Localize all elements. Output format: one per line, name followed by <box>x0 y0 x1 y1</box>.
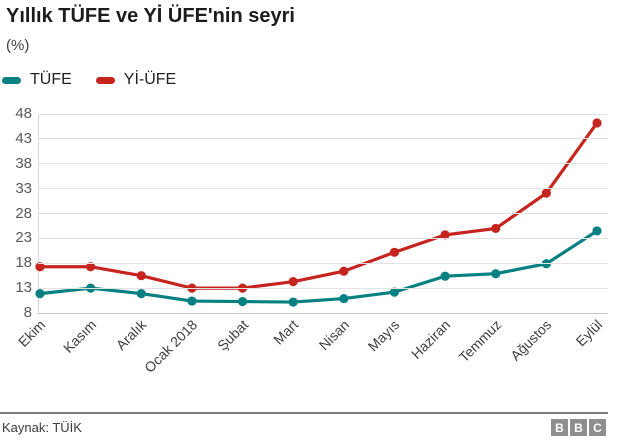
bbc-logo: B B C <box>551 419 606 436</box>
data-point <box>136 288 146 299</box>
data-point <box>339 293 349 304</box>
gridline <box>38 213 608 214</box>
gridline <box>38 287 608 289</box>
yiufe-line-swatch-icon <box>95 76 115 84</box>
bbc-logo-letter: C <box>589 419 606 436</box>
gridline <box>38 188 608 190</box>
bbc-logo-letter: B <box>551 419 568 436</box>
gridline <box>38 312 608 314</box>
y-axis-tick-label: 8 <box>23 304 32 321</box>
data-point <box>491 223 501 234</box>
source-note: Kaynak: TÜİK <box>2 420 82 435</box>
y-axis-tick-label: 48 <box>15 105 32 122</box>
bbc-logo-letter: B <box>570 419 587 436</box>
tufe-legend-label: TÜFE <box>30 71 72 88</box>
data-point <box>187 296 197 306</box>
legend: TÜFE Yİ-ÜFE <box>2 71 176 89</box>
gridline <box>38 262 608 264</box>
data-point <box>440 271 450 281</box>
chart-subtitle: (%) <box>6 37 30 54</box>
gridline <box>38 237 608 239</box>
data-point <box>389 287 400 297</box>
series-line <box>39 229 598 304</box>
y-axis-tick-label: 38 <box>15 154 32 172</box>
y-axis-tick-label: 23 <box>15 229 32 247</box>
data-point <box>35 288 45 299</box>
gridline <box>38 113 608 115</box>
y-axis-tick-label: 33 <box>15 179 32 197</box>
y-axis-tick-label: 13 <box>15 279 32 297</box>
data-point <box>389 247 400 257</box>
data-point <box>136 271 146 281</box>
data-point <box>288 277 298 287</box>
y-axis-tick-label: 28 <box>15 204 32 222</box>
yiufe-legend-label: Yİ-ÜFE <box>123 71 177 88</box>
footer-divider <box>0 412 608 414</box>
y-axis-tick-label: 18 <box>15 254 32 272</box>
data-point <box>541 188 551 198</box>
data-point <box>491 269 501 279</box>
data-point <box>592 118 602 128</box>
legend-item-yiufe: Yİ-ÜFE <box>95 71 177 89</box>
data-point <box>339 266 349 276</box>
gridline <box>38 163 608 165</box>
y-axis-tick-label: 43 <box>15 129 32 147</box>
data-point <box>592 226 602 236</box>
data-point <box>237 296 248 307</box>
legend-item-tufe: TÜFE <box>2 71 72 89</box>
gridline <box>38 138 608 140</box>
chart-title: Yıllık TÜFE ve Yİ ÜFE'nin seyri <box>6 5 295 27</box>
data-point <box>288 297 298 307</box>
tufe-line-swatch-icon <box>2 76 21 84</box>
